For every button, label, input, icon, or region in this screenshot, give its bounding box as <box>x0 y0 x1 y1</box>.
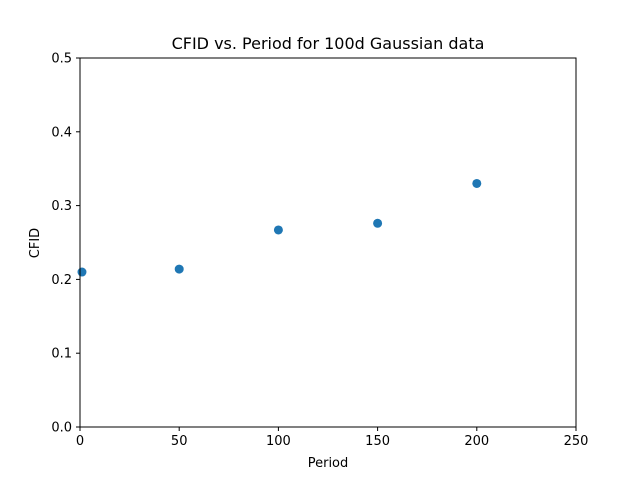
x-axis-label: Period <box>308 456 349 471</box>
y-tick-label: 0.5 <box>51 52 72 67</box>
plot-area <box>77 178 482 277</box>
y-tick-label: 0.0 <box>51 421 72 436</box>
y-axis: 0.0 0.1 0.2 0.3 0.4 0.5 <box>51 52 80 436</box>
y-tick-label: 0.2 <box>51 273 72 288</box>
y-tick-label: 0.3 <box>51 199 72 214</box>
x-tick-label: 50 <box>171 434 188 449</box>
x-tick-label: 250 <box>564 434 589 449</box>
chart-title: CFID vs. Period for 100d Gaussian data <box>172 34 485 53</box>
axes-frame <box>79 57 577 428</box>
y-axis-label: CFID <box>28 228 43 258</box>
data-point <box>174 264 184 274</box>
y-tick-label: 0.1 <box>51 347 72 362</box>
x-axis: 0 50 100 150 200 250 <box>76 427 589 449</box>
y-tick-label: 0.4 <box>51 125 72 140</box>
x-tick-label: 100 <box>266 434 291 449</box>
data-point <box>273 225 283 235</box>
x-tick-label: 150 <box>365 434 390 449</box>
data-point <box>77 267 87 277</box>
x-tick-label: 0 <box>76 434 84 449</box>
x-tick-label: 200 <box>464 434 489 449</box>
data-point <box>472 178 482 188</box>
data-point <box>373 218 383 228</box>
